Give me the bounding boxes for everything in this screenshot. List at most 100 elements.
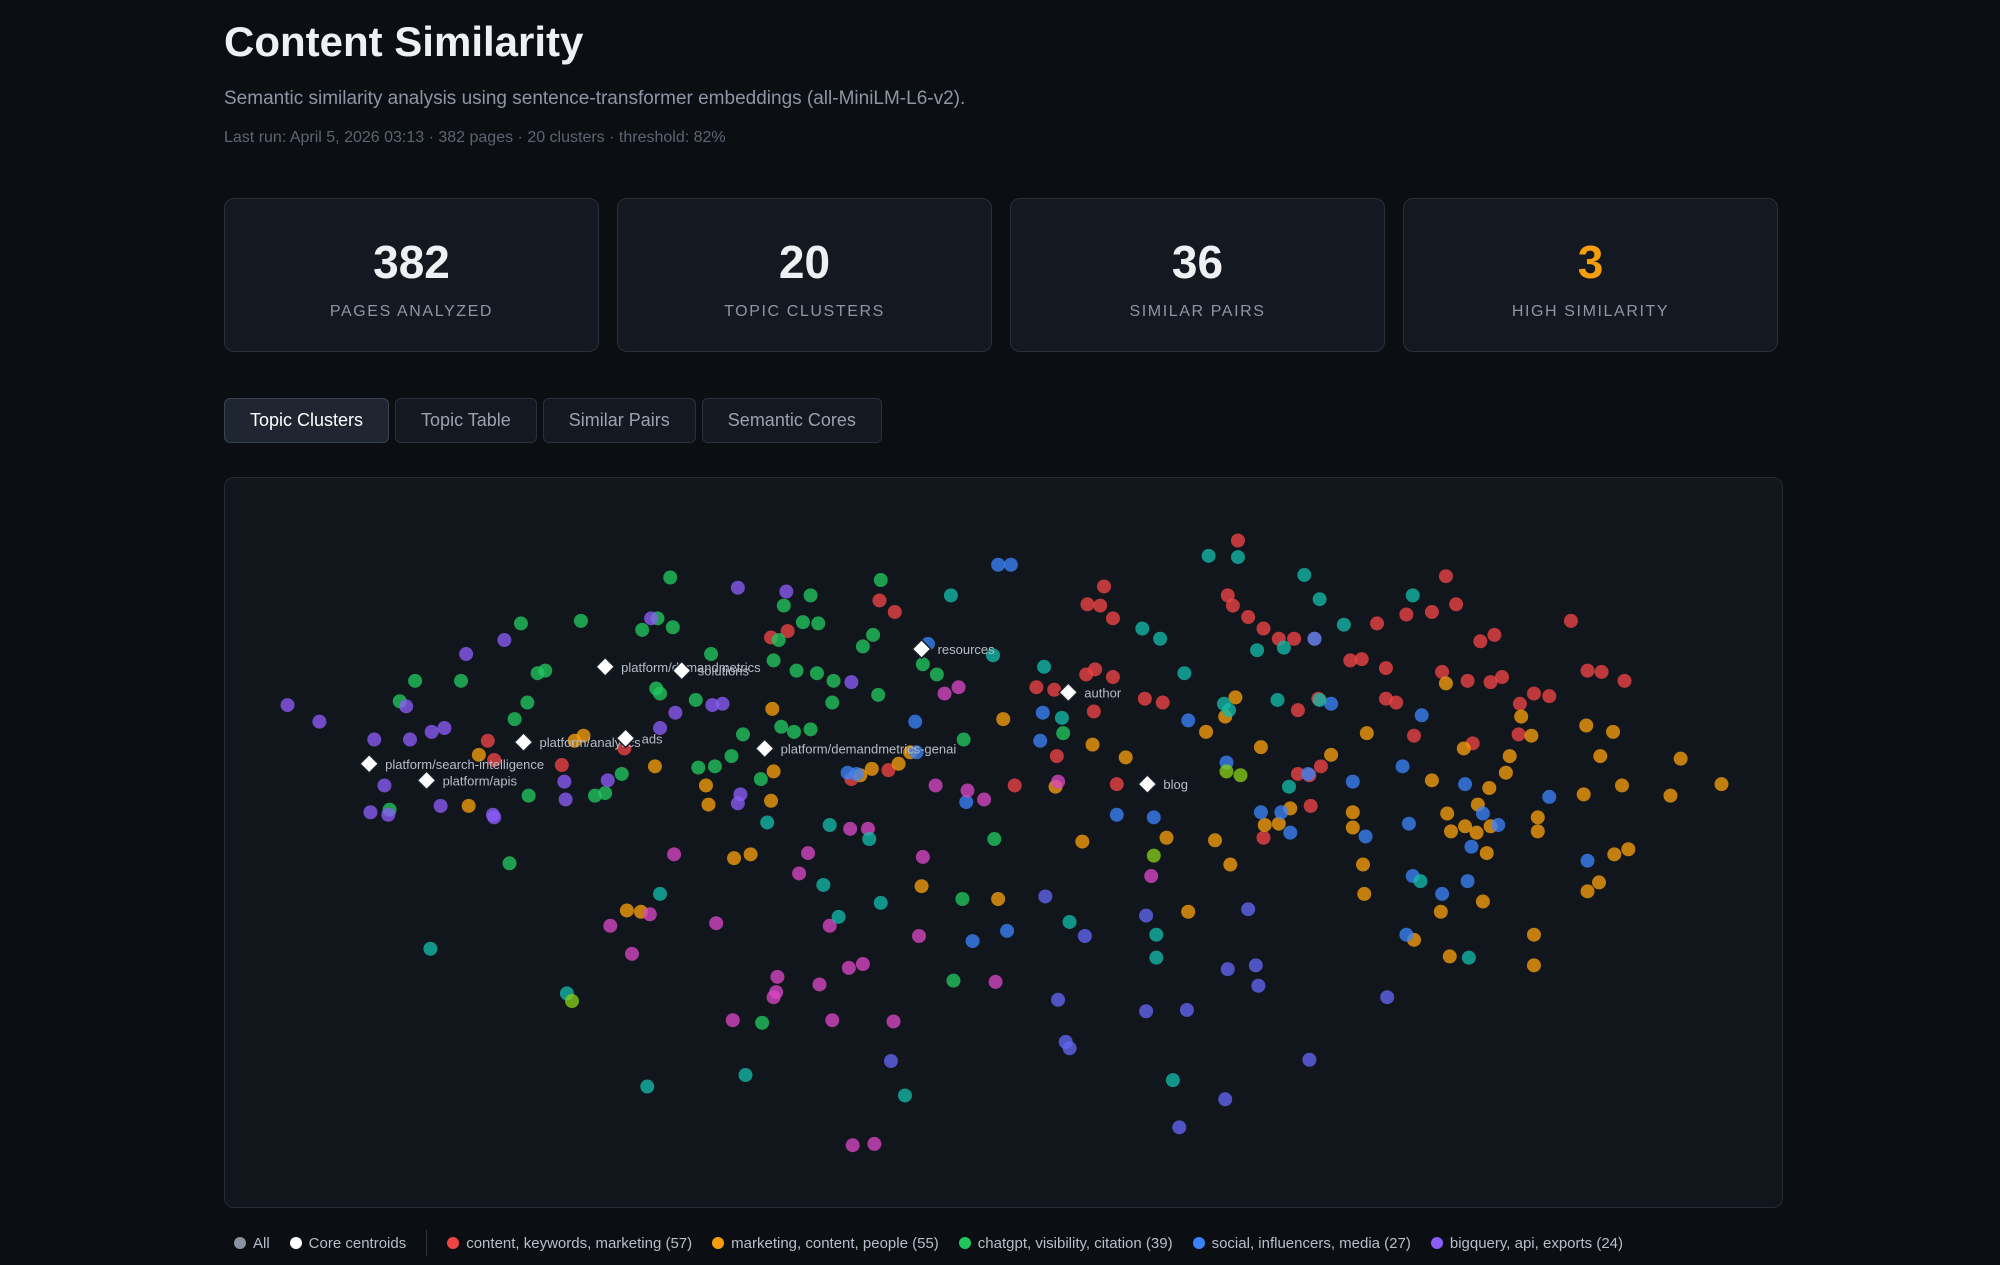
- legend-dot: [1192, 1237, 1205, 1249]
- tab[interactable]: Similar Pairs: [542, 398, 696, 443]
- point: [1461, 950, 1476, 965]
- point: [1287, 631, 1302, 646]
- legend-filter[interactable]: All: [234, 1235, 270, 1252]
- point: [1401, 816, 1416, 831]
- tab[interactable]: Topic Clusters: [224, 398, 390, 443]
- point: [1230, 550, 1245, 565]
- point: [1483, 675, 1498, 690]
- point: [1491, 818, 1506, 833]
- point: [1256, 830, 1271, 845]
- point: [1274, 805, 1289, 820]
- point: [668, 705, 683, 720]
- point: [381, 807, 396, 822]
- legend-filter[interactable]: Core centroids: [289, 1235, 406, 1252]
- point: [1312, 692, 1327, 707]
- point: [1085, 737, 1100, 752]
- point: [822, 818, 837, 833]
- point: [497, 633, 512, 648]
- point: [600, 773, 615, 788]
- point: [1358, 829, 1373, 844]
- point: [727, 851, 742, 866]
- point: [1105, 611, 1120, 626]
- point: [1530, 824, 1545, 839]
- point: [1456, 741, 1471, 756]
- point: [647, 759, 662, 774]
- point: [1290, 703, 1305, 718]
- point: [1222, 703, 1237, 718]
- point: [730, 580, 745, 595]
- point: [1146, 848, 1161, 863]
- tab[interactable]: Semantic Cores: [701, 398, 882, 443]
- point: [691, 760, 706, 775]
- point: [1218, 1092, 1233, 1107]
- point: [1479, 846, 1494, 861]
- point: [480, 733, 495, 748]
- point: [795, 615, 810, 630]
- point: [766, 764, 781, 779]
- point: [753, 772, 768, 787]
- legend-item[interactable]: bigquery, api, exports (24): [1430, 1235, 1623, 1252]
- point: [653, 886, 668, 901]
- point: [1438, 569, 1453, 584]
- centroid-label: platform/search-intelligence: [385, 757, 544, 772]
- point: [363, 805, 378, 820]
- point: [614, 766, 629, 781]
- point: [987, 832, 1002, 847]
- point: [667, 847, 682, 862]
- point: [1172, 1120, 1187, 1135]
- point: [803, 588, 818, 603]
- tab-bar: Topic Clusters Topic Table Similar Pairs Se…: [224, 398, 882, 443]
- point: [1399, 607, 1414, 622]
- point: [1000, 923, 1015, 938]
- point: [779, 584, 794, 599]
- point: [881, 763, 896, 778]
- legend-label: marketing, content, people (55): [731, 1234, 939, 1252]
- point: [1469, 825, 1484, 840]
- point: [1208, 833, 1223, 848]
- legend-item[interactable]: social, influencers, media (27): [1192, 1235, 1411, 1252]
- centroid: [754, 738, 775, 759]
- point: [1336, 617, 1351, 632]
- stat-card: 20 TOPIC CLUSTERS: [617, 198, 992, 352]
- point: [812, 977, 827, 992]
- point: [1233, 768, 1248, 783]
- stat-value: 3: [1577, 236, 1604, 288]
- point: [1475, 806, 1490, 821]
- point: [809, 666, 824, 681]
- point: [1435, 664, 1450, 679]
- point: [1219, 764, 1234, 779]
- legend-item[interactable]: chatgpt, visibility, citation (39): [958, 1235, 1173, 1252]
- point: [437, 721, 452, 736]
- point: [1380, 990, 1395, 1005]
- legend-item[interactable]: marketing, content, people (55): [712, 1235, 939, 1252]
- stat-label: TOPIC CLUSTERS: [724, 303, 885, 320]
- point: [1438, 676, 1453, 691]
- point: [1105, 670, 1120, 685]
- centroid-label: platform/apis: [443, 773, 518, 788]
- point: [1442, 949, 1457, 964]
- point: [1165, 1073, 1180, 1088]
- point: [1473, 634, 1488, 649]
- point: [909, 745, 924, 760]
- point: [733, 787, 748, 802]
- point: [1495, 670, 1510, 685]
- point: [698, 778, 713, 793]
- point: [521, 788, 536, 803]
- point: [1378, 661, 1393, 676]
- point: [644, 611, 659, 626]
- legend-item[interactable]: content, keywords, marketing (57): [447, 1235, 692, 1252]
- point: [1135, 621, 1150, 636]
- point: [1109, 777, 1124, 792]
- stat-value: 36: [1171, 236, 1224, 288]
- point: [1580, 884, 1595, 899]
- point: [825, 695, 840, 710]
- point: [960, 783, 975, 798]
- point: [1345, 774, 1360, 789]
- point: [1051, 774, 1066, 789]
- tab[interactable]: Topic Table: [395, 398, 537, 443]
- point: [603, 918, 618, 933]
- point: [538, 663, 553, 678]
- point: [1270, 692, 1285, 707]
- point: [1580, 663, 1595, 678]
